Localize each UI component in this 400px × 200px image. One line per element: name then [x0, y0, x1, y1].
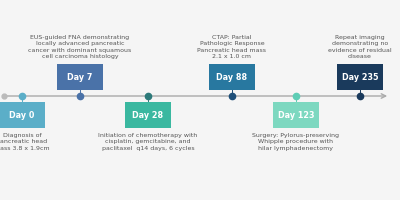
FancyBboxPatch shape	[337, 64, 383, 90]
Text: Day 28: Day 28	[132, 110, 164, 119]
Text: Surgery: Pylorus-preserving
Whipple procedure with
hilar lymphadenectomy: Surgery: Pylorus-preserving Whipple proc…	[252, 133, 340, 151]
Text: Diagnosis of
pancreatic head
mass 3.8 x 1.9cm: Diagnosis of pancreatic head mass 3.8 x …	[0, 133, 50, 151]
Text: Day 7: Day 7	[67, 72, 93, 82]
Text: Day 88: Day 88	[216, 72, 248, 82]
Text: Day 0: Day 0	[9, 110, 35, 119]
Text: Day 235: Day 235	[342, 72, 378, 82]
Text: Initiation of chemotherapy with
cisplatin, gemcitabine, and
paclitaxel  q14 days: Initiation of chemotherapy with cisplati…	[98, 133, 198, 151]
Text: CTAP: Partial
Pathologic Response
Pancreatic head mass
2.1 x 1.0 cm: CTAP: Partial Pathologic Response Pancre…	[198, 35, 266, 59]
FancyBboxPatch shape	[125, 102, 171, 128]
FancyBboxPatch shape	[57, 64, 103, 90]
Text: Repeat imaging
demonstrating no
evidence of residual
disease: Repeat imaging demonstrating no evidence…	[328, 35, 392, 59]
FancyBboxPatch shape	[273, 102, 319, 128]
FancyBboxPatch shape	[0, 102, 45, 128]
FancyBboxPatch shape	[209, 64, 255, 90]
Text: Day 123: Day 123	[278, 110, 314, 119]
Text: EUS-guided FNA demonstrating
locally advanced pancreatic
cancer with dominant sq: EUS-guided FNA demonstrating locally adv…	[28, 35, 132, 59]
